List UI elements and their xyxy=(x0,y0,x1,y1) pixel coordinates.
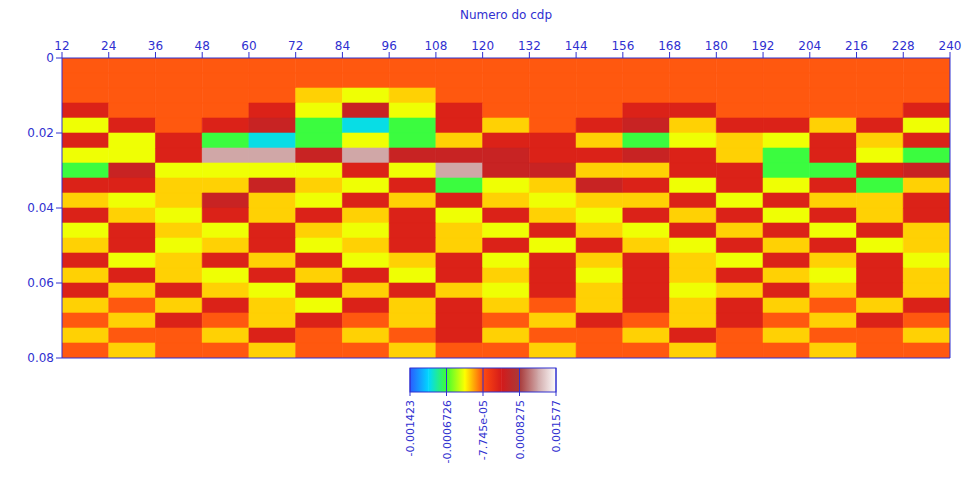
svg-text:60: 60 xyxy=(241,39,256,53)
svg-text:96: 96 xyxy=(382,39,397,53)
svg-text:228: 228 xyxy=(892,39,915,53)
svg-text:180: 180 xyxy=(705,39,728,53)
svg-text:192: 192 xyxy=(752,39,775,53)
svg-text:120: 120 xyxy=(471,39,494,53)
svg-text:0: 0 xyxy=(46,51,54,65)
svg-text:108: 108 xyxy=(424,39,447,53)
svg-text:0.04: 0.04 xyxy=(27,201,54,215)
svg-text:132: 132 xyxy=(518,39,541,53)
svg-text:48: 48 xyxy=(195,39,210,53)
svg-text:204: 204 xyxy=(798,39,821,53)
svg-text:0.0008275: 0.0008275 xyxy=(514,400,527,460)
svg-text:240: 240 xyxy=(939,39,962,53)
svg-text:0.08: 0.08 xyxy=(27,351,54,365)
svg-text:24: 24 xyxy=(101,39,116,53)
svg-text:216: 216 xyxy=(845,39,868,53)
svg-text:-0.001423: -0.001423 xyxy=(404,400,417,456)
svg-text:36: 36 xyxy=(148,39,163,53)
svg-text:-0.0006726: -0.0006726 xyxy=(441,400,454,463)
svg-text:168: 168 xyxy=(658,39,681,53)
svg-text:12: 12 xyxy=(54,39,69,53)
svg-text:72: 72 xyxy=(288,39,303,53)
html-text:Numero do cdp: Numero do cdp xyxy=(460,8,552,22)
svg-text:144: 144 xyxy=(565,39,588,53)
svg-text:0.02: 0.02 xyxy=(27,126,54,140)
svg-text:84: 84 xyxy=(335,39,350,53)
svg-text:156: 156 xyxy=(611,39,634,53)
svg-text:-7.745e-05: -7.745e-05 xyxy=(477,400,490,460)
svg-text:0.06: 0.06 xyxy=(27,276,54,290)
svg-text:0.001577: 0.001577 xyxy=(550,400,563,453)
